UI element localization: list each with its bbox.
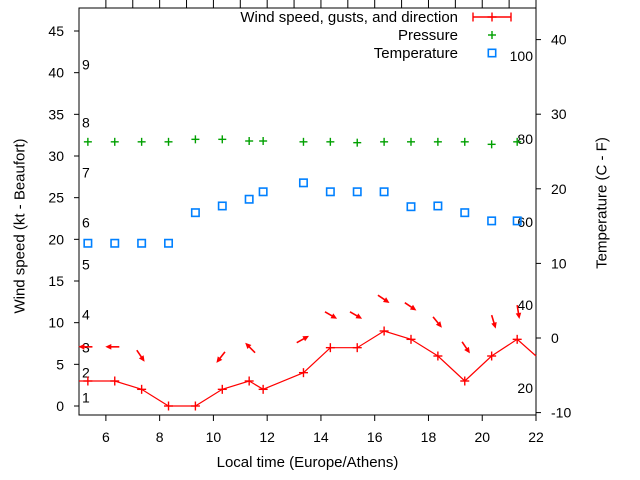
gust-arrow-head: [330, 313, 338, 319]
left-axis-title: Wind speed (kt - Beaufort): [11, 138, 29, 314]
temperature-point: [298, 178, 308, 188]
beaufort-label: 8: [82, 115, 90, 131]
beaufort-label: 1: [82, 390, 90, 406]
fahrenheit-label: 100: [510, 48, 534, 64]
x-tick-label: 22: [528, 429, 544, 445]
temperature-point: [258, 187, 268, 197]
plot-border: [78, 7, 537, 416]
beaufort-label: 4: [82, 306, 90, 322]
gust-arrow-head: [435, 321, 442, 328]
right-axis-title: Temperature (C - F): [593, 137, 611, 269]
x-tick-label: 14: [313, 429, 329, 445]
temperature-point: [244, 194, 254, 204]
left-tick-label: 15: [48, 273, 64, 289]
beaufort-label: 5: [82, 256, 90, 272]
temperature-point: [325, 187, 335, 197]
right-tick-label: 40: [551, 32, 567, 48]
temperature-point: [433, 201, 443, 211]
left-tick-label: 25: [48, 190, 64, 206]
fahrenheit-label: 40: [517, 297, 533, 313]
fahrenheit-label: 60: [517, 214, 533, 230]
right-tick-label: -10: [551, 405, 571, 421]
temperature-point: [406, 202, 416, 212]
temperature-point: [83, 238, 93, 248]
beaufort-label: 6: [82, 215, 90, 231]
temperature-point: [379, 187, 389, 197]
left-tick-label: 40: [48, 65, 64, 81]
temperature-point: [512, 216, 522, 226]
right-tick-label: 20: [551, 181, 567, 197]
gust-arrow-head: [383, 297, 390, 303]
gust-arrow-head: [409, 304, 417, 311]
temperature-point: [352, 187, 362, 197]
temperature-point: [487, 216, 497, 226]
beaufort-label: 3: [82, 340, 90, 356]
gust-arrow-head: [464, 346, 470, 354]
right-tick-label: 10: [551, 255, 567, 271]
left-tick-label: 30: [48, 148, 64, 164]
legend-label: Wind speed, gusts, and direction: [240, 9, 458, 26]
temperature-point: [217, 201, 227, 211]
x-axis-title: Local time (Europe/Athens): [216, 454, 399, 471]
left-tick-label: 20: [48, 231, 64, 247]
x-tick-label: 18: [421, 429, 437, 445]
x-tick-label: 20: [474, 429, 490, 445]
beaufort-label: 2: [82, 365, 90, 381]
temperature-point: [164, 238, 174, 248]
left-tick-label: 5: [56, 356, 64, 372]
x-tick-label: 8: [156, 429, 164, 445]
left-tick-label: 35: [48, 106, 64, 122]
gust-arrow-head: [515, 312, 522, 319]
x-tick-label: 10: [206, 429, 222, 445]
wind-speed-line: [79, 330, 537, 407]
left-tick-label: 45: [48, 23, 64, 39]
gust-arrow-head: [245, 342, 252, 349]
right-tick-label: 30: [551, 106, 567, 122]
fahrenheit-label: 20: [517, 380, 533, 396]
beaufort-label: 9: [82, 56, 90, 72]
right-tick-label: 0: [551, 330, 559, 346]
legend-label: Temperature: [374, 45, 458, 62]
gust-arrow-head: [138, 355, 145, 362]
gust-arrow-head: [216, 356, 223, 363]
x-tick-label: 6: [102, 429, 110, 445]
gust-arrow-head: [302, 335, 309, 342]
left-tick-label: 10: [48, 315, 64, 331]
gust-arrow-head: [491, 322, 497, 329]
left-tick-label: 0: [56, 398, 64, 414]
legend-temperature-sample: [487, 48, 497, 58]
temperature-point: [460, 208, 470, 218]
x-tick-label: 16: [367, 429, 383, 445]
gust-arrow-head: [78, 344, 85, 350]
temperature-point: [110, 238, 120, 248]
gust-arrow-head: [105, 344, 112, 350]
temperature-point: [190, 208, 200, 218]
beaufort-label: 7: [82, 165, 90, 181]
legend-label: Pressure: [398, 27, 458, 44]
fahrenheit-label: 80: [517, 131, 533, 147]
x-tick-label: 12: [259, 429, 275, 445]
temperature-point: [137, 238, 147, 248]
gust-arrow-head: [355, 313, 363, 319]
